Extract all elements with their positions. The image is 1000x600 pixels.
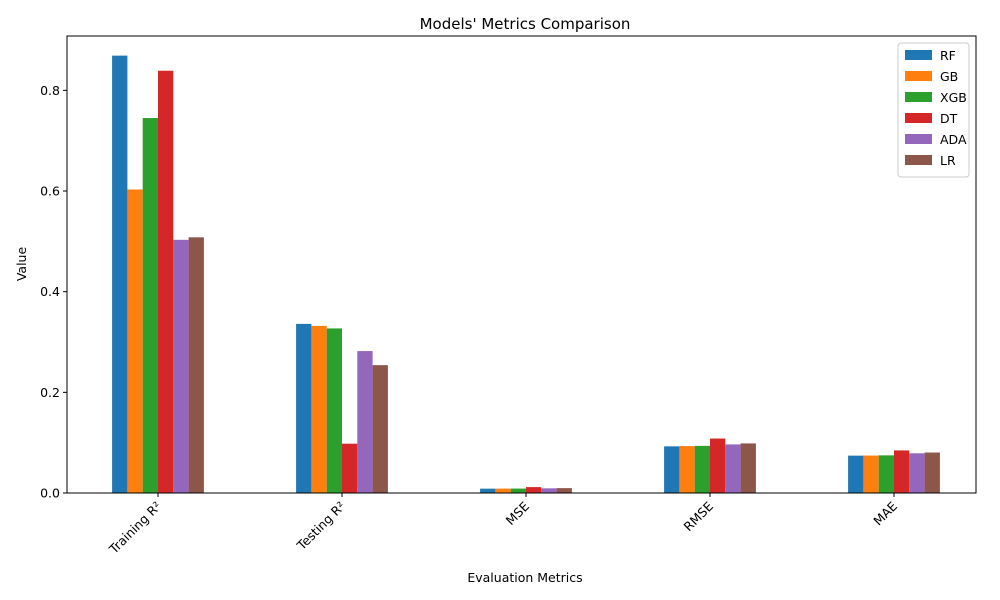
bar-xgb-1 bbox=[326, 328, 342, 493]
y-tick-label-2: 0.4 bbox=[40, 284, 60, 299]
bar-gb-0 bbox=[127, 189, 143, 493]
legend-swatch-ada bbox=[905, 134, 932, 144]
bar-xgb-0 bbox=[142, 118, 158, 493]
plot-frame bbox=[66, 35, 977, 494]
y-axis: 0.0 0.2 0.4 0.6 0.8 bbox=[40, 83, 67, 501]
bar-rf-1 bbox=[296, 323, 312, 493]
bar-rf-2 bbox=[480, 488, 496, 493]
legend-label-rf: RF bbox=[940, 48, 956, 63]
legend-swatch-lr bbox=[905, 155, 932, 165]
bar-dt-4 bbox=[894, 450, 910, 493]
bar-ada-1 bbox=[357, 351, 373, 493]
bar-dt-1 bbox=[342, 443, 358, 493]
bar-xgb-3 bbox=[694, 445, 710, 493]
bar-gb-1 bbox=[311, 325, 327, 493]
bar-lr-4 bbox=[924, 452, 940, 493]
legend-label-dt: DT bbox=[940, 111, 958, 126]
bar-dt-0 bbox=[158, 70, 174, 493]
y-axis-label: Value bbox=[14, 247, 29, 282]
x-tick-label-4: MAE bbox=[870, 498, 900, 528]
legend-label-xgb: XGB bbox=[940, 90, 967, 105]
bar-lr-1 bbox=[372, 365, 388, 493]
legend-label-ada: ADA bbox=[940, 132, 967, 147]
bar-gb-3 bbox=[679, 446, 695, 493]
legend: RF GB XGB DT ADA LR bbox=[897, 42, 970, 178]
bar-xgb-4 bbox=[878, 455, 894, 493]
chart-title: Models' Metrics Comparison bbox=[420, 15, 631, 33]
x-tick-label-3: RMSE bbox=[681, 498, 717, 534]
legend-swatch-dt bbox=[905, 113, 932, 123]
x-tick-label-0: Training R² bbox=[105, 499, 164, 558]
y-tick-label-3: 0.6 bbox=[40, 184, 60, 199]
bar-ada-4 bbox=[909, 453, 925, 493]
bar-dt-2 bbox=[526, 487, 542, 493]
bar-xgb-2 bbox=[510, 488, 526, 493]
bar-rf-0 bbox=[112, 55, 128, 493]
x-axis-label: Evaluation Metrics bbox=[467, 570, 582, 585]
bar-rf-3 bbox=[664, 446, 680, 493]
y-tick-label-4: 0.8 bbox=[40, 83, 60, 98]
bar-dt-3 bbox=[710, 438, 726, 493]
legend-swatch-xgb bbox=[905, 92, 932, 102]
bar-gb-4 bbox=[863, 455, 879, 493]
y-tick-label-1: 0.2 bbox=[40, 385, 60, 400]
bars-group bbox=[112, 55, 940, 493]
y-tick-label-0: 0.0 bbox=[40, 486, 60, 501]
bar-lr-3 bbox=[740, 443, 756, 493]
legend-label-gb: GB bbox=[940, 69, 958, 84]
legend-label-lr: LR bbox=[940, 153, 956, 168]
bar-ada-0 bbox=[173, 239, 189, 493]
x-tick-label-1: Testing R² bbox=[293, 499, 348, 554]
legend-swatch-rf bbox=[905, 50, 932, 60]
bar-lr-0 bbox=[188, 237, 204, 493]
bar-ada-3 bbox=[725, 444, 741, 493]
bar-lr-2 bbox=[556, 488, 572, 493]
x-axis: Training R² Testing R² MSE RMSE MAE bbox=[105, 493, 900, 557]
bar-gb-2 bbox=[495, 488, 511, 493]
bar-ada-2 bbox=[541, 488, 557, 493]
bar-rf-4 bbox=[848, 455, 864, 493]
legend-swatch-gb bbox=[905, 71, 932, 81]
x-tick-label-2: MSE bbox=[503, 498, 533, 528]
